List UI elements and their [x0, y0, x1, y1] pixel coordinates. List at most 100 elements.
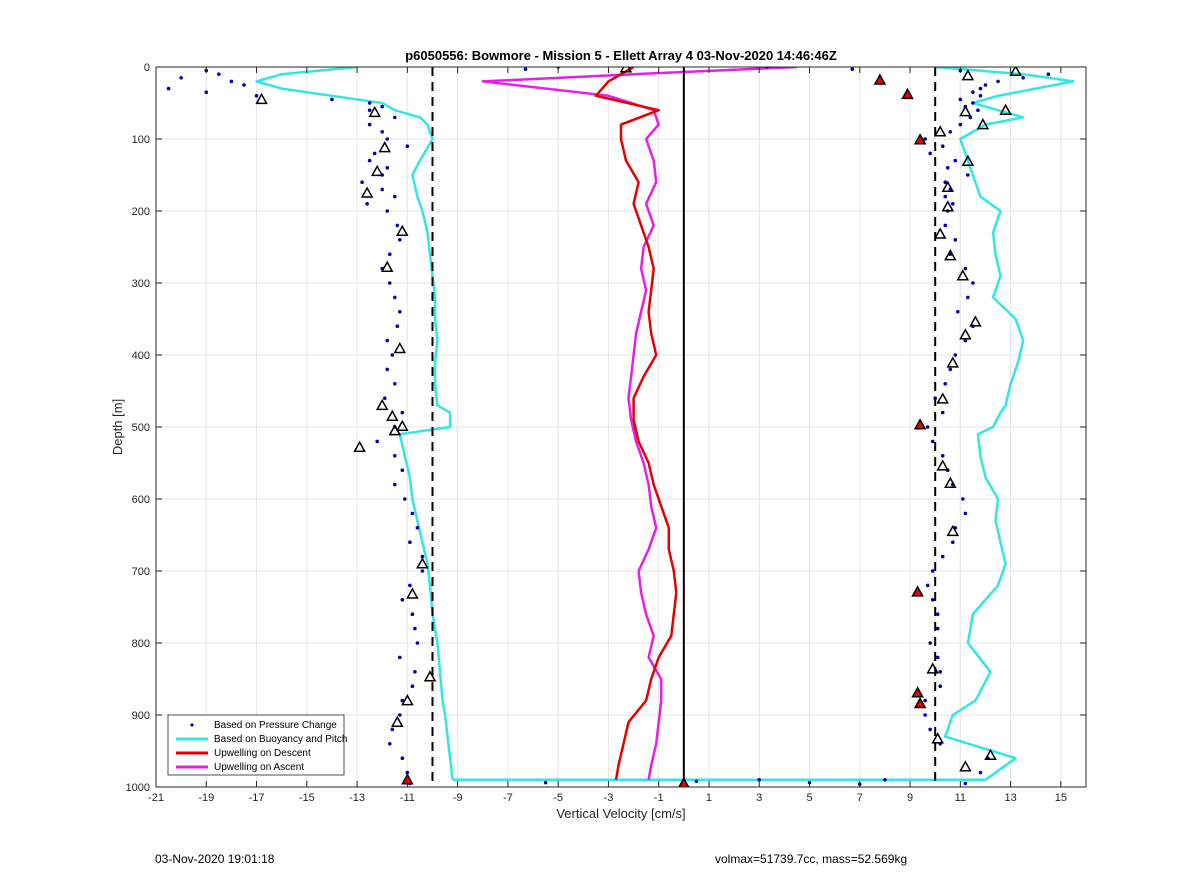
- x-tick-label: -15: [299, 792, 315, 804]
- pressure-point: [387, 742, 392, 746]
- pressure-point: [935, 612, 940, 616]
- upwelling-ascent-line: [481, 67, 797, 781]
- pressure-point: [938, 684, 943, 688]
- pressure-point: [945, 166, 950, 170]
- y-tick-label: 800: [132, 638, 150, 650]
- pressure-point: [242, 83, 246, 87]
- pressure-point: [543, 780, 548, 785]
- pressure-point: [410, 511, 415, 516]
- pressure-point: [408, 540, 412, 544]
- pressure-point: [983, 83, 988, 87]
- pressure-point: [1021, 76, 1025, 80]
- open-triangle-marker: [255, 92, 268, 105]
- pressure-point: [405, 144, 410, 148]
- red-triangle-marker: [873, 73, 887, 85]
- pressure-point: [398, 238, 402, 242]
- pressure-point: [978, 770, 983, 775]
- pressure-point: [996, 79, 1000, 84]
- pressure-point: [971, 101, 975, 105]
- open-triangle-marker: [976, 118, 990, 130]
- open-triangle-marker: [944, 249, 957, 261]
- pressure-point: [330, 97, 334, 102]
- pressure-point: [923, 137, 927, 141]
- legend: Based on Pressure Change Based on Buoyan…: [167, 714, 347, 776]
- pressure-point: [930, 439, 935, 444]
- pressure-point: [392, 454, 397, 458]
- y-tick-label: 400: [132, 350, 150, 362]
- legend-label-ascent: Upwelling on Ascent: [214, 762, 304, 773]
- x-tick-label: -1: [654, 792, 664, 804]
- legend-label-buoyancy: Based on Buoyancy and Pitch: [214, 734, 347, 745]
- x-tick-label: 15: [1055, 792, 1067, 804]
- red-triangle-marker: [913, 418, 927, 430]
- open-triangle-marker: [926, 662, 939, 674]
- pressure-point: [950, 540, 955, 544]
- pressure-point: [928, 151, 932, 156]
- pressure-point: [385, 367, 390, 372]
- open-triangle-marker: [941, 180, 955, 192]
- pressure-point: [963, 781, 968, 786]
- open-triangle-marker: [391, 715, 404, 727]
- pressure-point: [958, 97, 963, 102]
- open-triangle-marker: [931, 732, 944, 744]
- legend-box: [167, 714, 345, 776]
- pressure-point: [365, 202, 369, 206]
- red-triangle-marker: [913, 133, 927, 145]
- pressure-point: [387, 252, 392, 256]
- pressure-point: [229, 79, 234, 84]
- footer-volmax-mass: volmax=51739.7cc, mass=52.569kg: [715, 852, 908, 866]
- pressure-point: [415, 526, 420, 530]
- y-tick-label: 900: [132, 710, 150, 722]
- pressure-point: [968, 115, 973, 120]
- pressure-point: [410, 684, 415, 688]
- pressure-point: [400, 698, 405, 703]
- pressure-point: [420, 569, 425, 573]
- pressure-point: [385, 166, 390, 170]
- y-axis-label: Depth [m]: [110, 399, 125, 455]
- open-triangle-marker: [946, 524, 960, 537]
- open-triangle-marker: [956, 269, 970, 281]
- y-tick-label: 200: [132, 206, 150, 218]
- red-triangle-marker: [678, 776, 690, 787]
- pressure-point: [953, 238, 958, 242]
- pressure-point: [392, 382, 397, 386]
- pressure-point: [757, 778, 762, 782]
- pressure-point: [380, 104, 385, 109]
- open-triangle-marker: [984, 748, 997, 761]
- x-tick-label: -5: [553, 792, 563, 804]
- x-tick-label: 5: [806, 792, 812, 804]
- pressure-point: [360, 180, 364, 184]
- pressure-point: [413, 626, 417, 631]
- y-tick-label: 700: [132, 566, 150, 578]
- pressure-point: [925, 425, 930, 429]
- pressure-point: [390, 727, 395, 732]
- open-triangle-marker: [360, 186, 374, 198]
- open-triangle-marker: [969, 315, 982, 327]
- y-tick-label: 300: [132, 278, 150, 290]
- y-tick-label: 0: [144, 62, 150, 74]
- x-tick-label: -19: [198, 792, 214, 804]
- pressure-point: [950, 202, 955, 206]
- legend-label-pressure: Based on Pressure Change: [214, 720, 337, 731]
- pressure-point: [971, 90, 975, 94]
- open-triangle-marker: [353, 440, 366, 452]
- open-triangle-marker: [961, 69, 975, 81]
- x-axis-label: Vertical Velocity [cm/s]: [556, 806, 685, 821]
- x-tick-label: 9: [907, 792, 913, 804]
- pressure-point: [385, 137, 390, 141]
- pressure-point: [254, 94, 259, 98]
- pressure-point: [966, 295, 970, 300]
- pressure-point: [935, 655, 940, 660]
- open-triangle-marker: [370, 164, 384, 177]
- pressure-point: [923, 698, 927, 703]
- open-triangle-marker: [959, 105, 972, 117]
- x-tick-label: -7: [503, 792, 513, 804]
- pressure-point: [948, 367, 953, 372]
- open-triangle-marker: [380, 260, 394, 272]
- open-triangle-marker: [959, 328, 972, 340]
- pressure-point: [940, 554, 945, 559]
- pressure-point: [940, 144, 945, 148]
- pressure-point: [395, 223, 400, 228]
- x-tick-label: 1: [706, 792, 712, 804]
